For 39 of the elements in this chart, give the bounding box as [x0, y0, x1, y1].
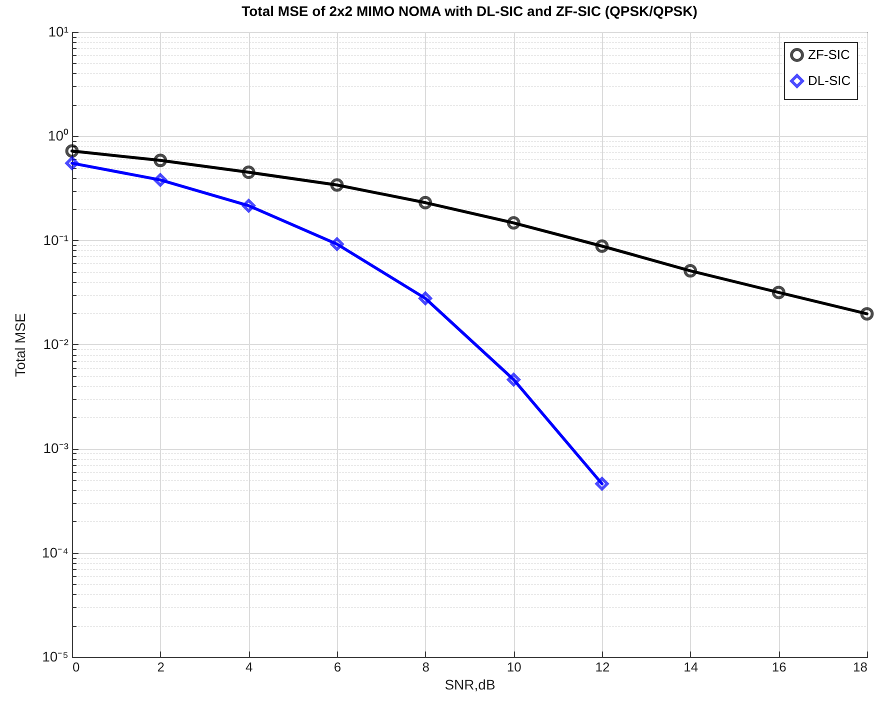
point [684, 264, 698, 278]
point [242, 166, 256, 180]
point [65, 144, 79, 158]
point [154, 154, 168, 168]
y-tick-label: 10⁻² [43, 336, 69, 352]
x-tick-label: 14 [684, 660, 698, 674]
point [418, 196, 432, 210]
point [772, 286, 786, 300]
point [330, 237, 344, 251]
point [595, 239, 609, 253]
x-tick-label: 6 [334, 660, 342, 674]
point [418, 292, 432, 306]
legend-label: ZF-SIC [808, 47, 850, 62]
x-tick-label: 8 [422, 660, 430, 674]
y-tick-label: 10⁻³ [43, 440, 69, 456]
x-tick-label: 10 [506, 660, 522, 674]
y-tick-label: 10⁻⁴ [42, 544, 68, 560]
point [65, 156, 79, 170]
x-tick-label: 4 [246, 660, 253, 674]
point [242, 198, 256, 212]
x-axis-title: SNR,dB [444, 676, 496, 692]
legend-label: DL-SIC [808, 73, 851, 88]
point [330, 178, 344, 192]
y-tick-label: 10⁻¹ [43, 232, 69, 248]
x-tick-label: 18 [853, 660, 868, 674]
y-axis-title: Total MSE [12, 313, 28, 377]
point [860, 307, 874, 321]
chart-title: Total MSE of 2x2 MIMO NOMA with DL-SIC and ZF-SIC (QPSK/QPSK) [242, 3, 698, 19]
x-tick-label: 12 [595, 660, 610, 674]
point [506, 216, 520, 230]
y-tick-label: 10⁻⁵ [42, 648, 68, 664]
x-tick-label: 16 [772, 660, 786, 674]
y-tick-label: 10¹ [48, 24, 69, 40]
point [595, 477, 609, 491]
y-tick-label: 10⁰ [48, 128, 68, 144]
point [154, 173, 168, 187]
x-tick-label: 2 [157, 660, 164, 674]
x-tick-label: 0 [72, 660, 80, 674]
point [506, 372, 520, 386]
